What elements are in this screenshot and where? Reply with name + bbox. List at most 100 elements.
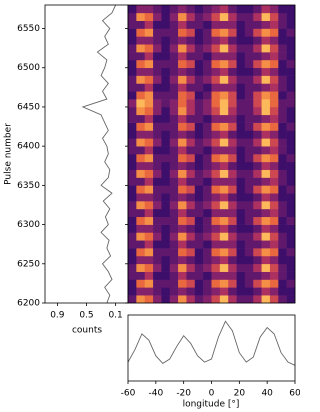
heat-cell xyxy=(136,36,145,45)
heat-cell xyxy=(278,263,287,272)
heat-cell xyxy=(261,36,271,45)
heat-cell xyxy=(261,75,271,84)
heat-cell xyxy=(144,193,154,202)
heat-cell xyxy=(228,177,237,186)
heat-cell xyxy=(161,255,171,265)
heat-cell xyxy=(286,255,296,265)
heat-cell xyxy=(236,83,246,92)
heat-cell xyxy=(161,193,171,202)
heat-cell xyxy=(219,59,229,69)
heat-cell xyxy=(278,216,287,225)
heat-cell xyxy=(211,36,221,45)
heat-cell xyxy=(194,224,204,233)
heat-cell xyxy=(286,240,296,249)
heat-cell xyxy=(186,193,196,202)
heat-cell xyxy=(269,169,279,178)
heat-cell xyxy=(253,185,262,194)
heat-cell xyxy=(253,208,262,218)
heat-cell xyxy=(228,130,237,139)
heat-cell xyxy=(236,232,246,241)
heat-cell xyxy=(236,287,246,296)
heat-cell xyxy=(269,59,279,69)
heat-cell xyxy=(128,240,137,249)
heat-cell xyxy=(161,138,171,147)
heat-cell xyxy=(136,75,145,84)
heat-cell xyxy=(286,12,296,21)
heat-cell xyxy=(169,114,179,123)
heat-cell xyxy=(269,44,279,53)
heat-cell xyxy=(178,287,187,296)
heat-cell xyxy=(178,36,187,45)
heat-cell xyxy=(144,224,154,233)
heat-cell xyxy=(153,216,162,225)
heat-cell xyxy=(203,169,212,178)
heat-cell xyxy=(169,248,179,257)
heat-cell xyxy=(286,28,296,37)
heat-cell xyxy=(269,255,279,265)
heat-cell xyxy=(186,99,196,108)
heat-cell xyxy=(236,185,246,194)
heat-cell xyxy=(286,83,296,92)
heat-cell xyxy=(169,287,179,296)
heat-cell xyxy=(244,28,254,37)
heat-cell xyxy=(253,216,262,225)
heat-cell xyxy=(278,224,287,233)
heat-cell xyxy=(253,44,262,53)
heat-cell xyxy=(269,295,279,304)
heat-cell xyxy=(211,295,221,304)
heat-cell xyxy=(269,177,279,186)
heat-cell xyxy=(153,248,162,257)
heat-cell xyxy=(144,75,154,84)
heat-cell xyxy=(253,271,262,280)
heat-cell xyxy=(286,208,296,218)
heat-cell xyxy=(203,271,212,280)
heat-cell xyxy=(178,232,187,241)
heat-cell xyxy=(228,154,237,163)
heat-cell xyxy=(253,130,262,139)
heat-cell xyxy=(153,75,162,84)
heat-cell xyxy=(261,295,271,304)
heat-cell xyxy=(169,122,179,131)
heat-cell xyxy=(128,106,137,116)
heat-cell xyxy=(228,114,237,123)
heat-cell xyxy=(278,59,287,69)
heat-cell xyxy=(211,52,221,61)
heat-cell xyxy=(153,83,162,92)
heat-cell xyxy=(169,59,179,69)
heat-cell xyxy=(253,224,262,233)
heat-cell xyxy=(194,44,204,53)
heat-cell xyxy=(278,185,287,194)
heat-cell xyxy=(228,20,237,29)
heat-cell xyxy=(261,185,271,194)
heat-cell xyxy=(219,169,229,178)
heat-cell xyxy=(153,52,162,61)
heat-cell xyxy=(186,44,196,53)
heat-cell xyxy=(203,83,212,92)
heat-cell xyxy=(286,232,296,241)
heat-cell xyxy=(211,279,221,288)
heat-cell xyxy=(278,67,287,76)
heat-cell xyxy=(211,208,221,218)
heat-cell xyxy=(186,248,196,257)
heat-cell xyxy=(194,279,204,288)
heat-cell xyxy=(144,83,154,92)
heat-cell xyxy=(203,67,212,76)
heat-cell xyxy=(194,130,204,139)
heat-cell xyxy=(161,52,171,61)
heat-cell xyxy=(178,106,187,116)
heat-cell xyxy=(169,263,179,272)
heat-cell xyxy=(169,185,179,194)
heat-cell xyxy=(253,20,262,29)
heat-cell xyxy=(153,169,162,178)
heat-cell xyxy=(228,185,237,194)
heat-cell xyxy=(278,91,287,100)
heat-cell xyxy=(169,177,179,186)
heat-cell xyxy=(161,240,171,249)
heat-cell xyxy=(203,255,212,265)
heat-cell xyxy=(194,201,204,210)
heat-cell xyxy=(128,295,137,304)
heat-cell xyxy=(269,99,279,108)
heat-cell xyxy=(228,255,237,265)
heat-cell xyxy=(144,216,154,225)
heat-cell xyxy=(286,287,296,296)
